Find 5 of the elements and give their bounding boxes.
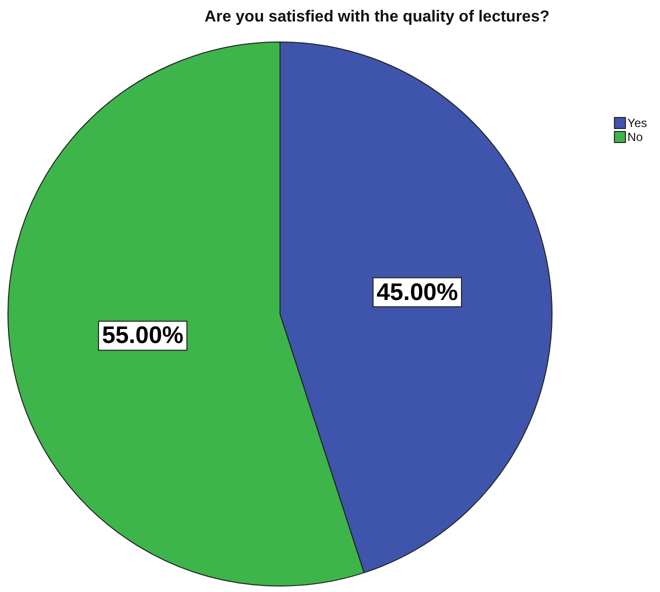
data-label: 45.00% [376,278,458,306]
data-label: 55.00% [102,322,184,350]
chart-title: Are you satisfied with the quality of lectures? [204,8,550,26]
legend-label: No [627,130,644,144]
legend-label: Yes [627,116,647,130]
